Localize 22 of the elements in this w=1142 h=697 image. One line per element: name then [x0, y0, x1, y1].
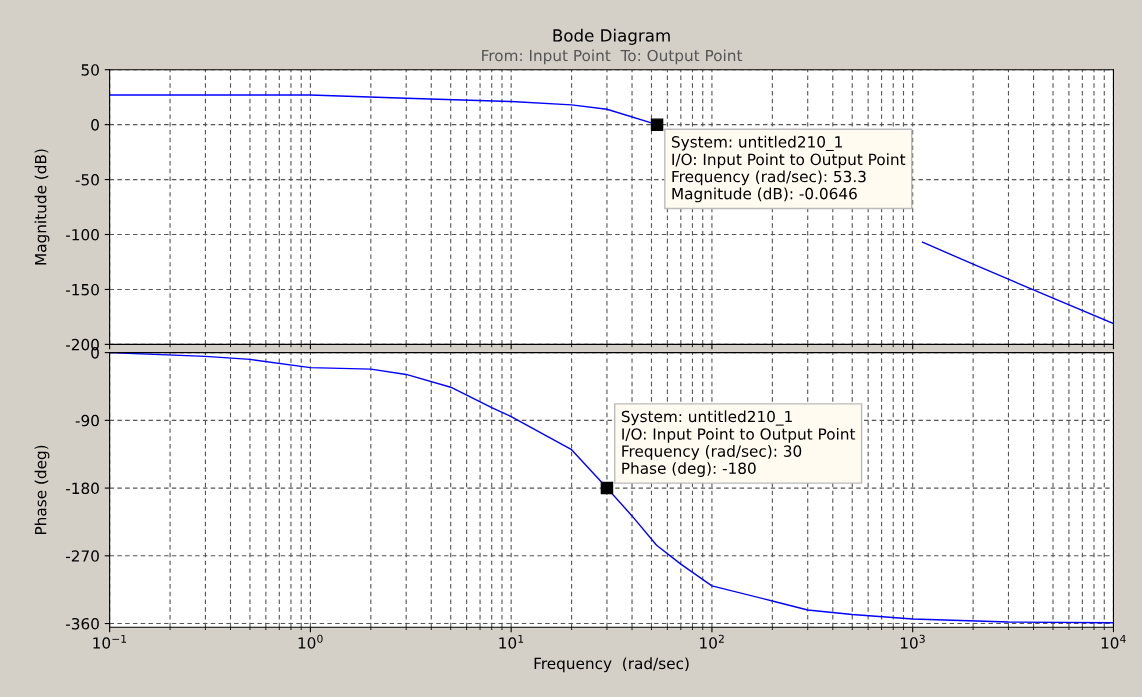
- chart-title: Bode Diagram: [553, 28, 670, 45]
- x-tick-label: 10$^{3}$: [900, 634, 925, 649]
- y-tick-label: -270: [65, 550, 99, 562]
- x-tick-label: 10$^{−1}$: [93, 634, 127, 649]
- y-tick-label: 50: [81, 64, 99, 76]
- chart-subtitle: From: Input Point To: Output Point: [482, 49, 743, 65]
- annotation: System: untitled210_1 I/O: Input Point to Output Point Frequency (rad/sec): 53.3 Magnitude (dB): -0.0646: [671, 135, 906, 203]
- y-tick-label: -180: [65, 482, 99, 495]
- y-axis-title: Magnitude (dB): [34, 149, 50, 265]
- y-tick-label: -50: [75, 174, 99, 186]
- y-tick-label: -100: [65, 228, 99, 241]
- x-tick-label: 10$^{4}$: [1101, 634, 1126, 649]
- y-tick-label: -150: [65, 283, 99, 296]
- x-tick-label: 10$^{2}$: [700, 634, 724, 649]
- y-tick-label: 0: [91, 119, 99, 131]
- x-tick-label: 10$^{0}$: [298, 634, 323, 649]
- annotation: System: untitled210_1 I/O: Input Point to Output Point Frequency (rad/sec): 30 Phase (deg): -180: [621, 410, 856, 477]
- y-tick-label: -90: [75, 414, 99, 427]
- x-tick-label: 10$^{1}$: [499, 634, 524, 649]
- x-axis-title: Frequency (rad/sec): [534, 657, 689, 673]
- y-axis-title: Phase (deg): [34, 445, 50, 535]
- y-tick-label: -360: [65, 618, 99, 630]
